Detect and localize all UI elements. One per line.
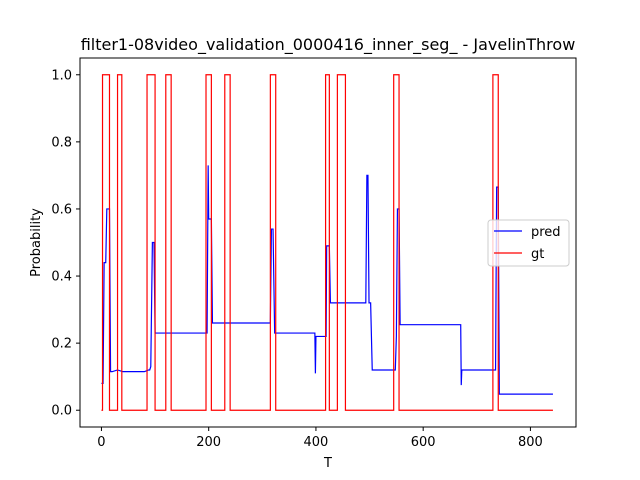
y-tick-label: 1.0 — [51, 68, 72, 83]
y-axis: 0.0 0.2 0.4 0.6 0.8 1.0 — [51, 68, 80, 419]
x-axis: 0 200 400 600 800 — [97, 427, 543, 450]
x-tick-label: 600 — [411, 435, 436, 450]
series-line-gt — [101, 74, 553, 411]
x-axis-label: T — [323, 456, 332, 471]
chart-title: filter1-08video_validation_0000416_inner… — [81, 35, 576, 55]
legend-label-pred: pred — [531, 225, 561, 240]
plot-area — [101, 74, 553, 411]
y-tick-label: 0.8 — [51, 135, 72, 150]
legend: pred gt — [487, 219, 570, 267]
plot-frame — [79, 57, 577, 428]
y-tick-label: 0.2 — [51, 337, 72, 352]
y-axis-label: Probability — [29, 208, 44, 277]
y-tick-label: 0.0 — [51, 404, 72, 419]
y-tick-label: 0.6 — [51, 202, 72, 217]
x-tick-label: 400 — [304, 435, 329, 450]
x-tick-label: 200 — [196, 435, 221, 450]
x-tick-label: 0 — [97, 435, 105, 450]
y-tick-label: 0.4 — [51, 270, 72, 285]
x-tick-label: 800 — [518, 435, 543, 450]
legend-label-gt: gt — [531, 247, 544, 262]
